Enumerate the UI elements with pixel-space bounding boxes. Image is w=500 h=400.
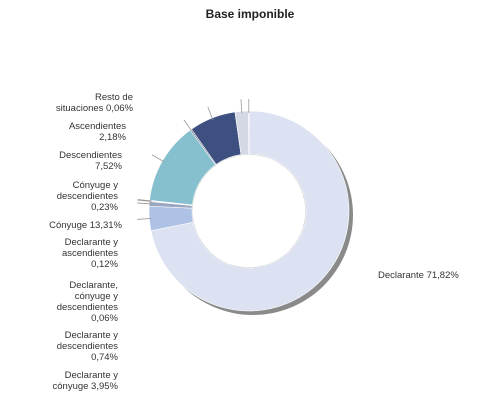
data-label-3: Declarante y descendientes 0,74%: [56, 330, 118, 363]
chart-title: Base imponible: [205, 7, 295, 21]
donut-slice-1: [150, 110, 350, 312]
leader-line-5: [137, 199, 152, 202]
data-label-10: Resto de situaciones 0,06%: [55, 92, 133, 114]
data-label-9: Ascendientes 2,18%: [68, 121, 126, 143]
donut-hole: [192, 154, 306, 268]
data-label-7: Cónyuge y descendientes 0,23%: [56, 180, 118, 213]
data-label-2: Declarante y cónyuge 3,95%: [52, 370, 119, 392]
leader-line-4: [137, 199, 152, 202]
leader-line-6: [151, 154, 165, 163]
data-label-5: Declarante y ascendientes 0,12%: [62, 237, 118, 270]
data-label-6: Cónyuge 13,31%: [49, 220, 122, 231]
data-label-8: Descendientes 7,52%: [59, 150, 122, 172]
data-label-1: Declarante 71,82%: [378, 270, 459, 281]
leader-line-8: [207, 106, 214, 121]
data-label-4: Declarante, cónyuge y descendientes 0,06…: [56, 280, 118, 324]
leader-line-2: [137, 217, 152, 220]
leader-line-9: [240, 99, 243, 114]
leader-line-7: [183, 119, 193, 132]
leader-line-3: [137, 202, 152, 205]
